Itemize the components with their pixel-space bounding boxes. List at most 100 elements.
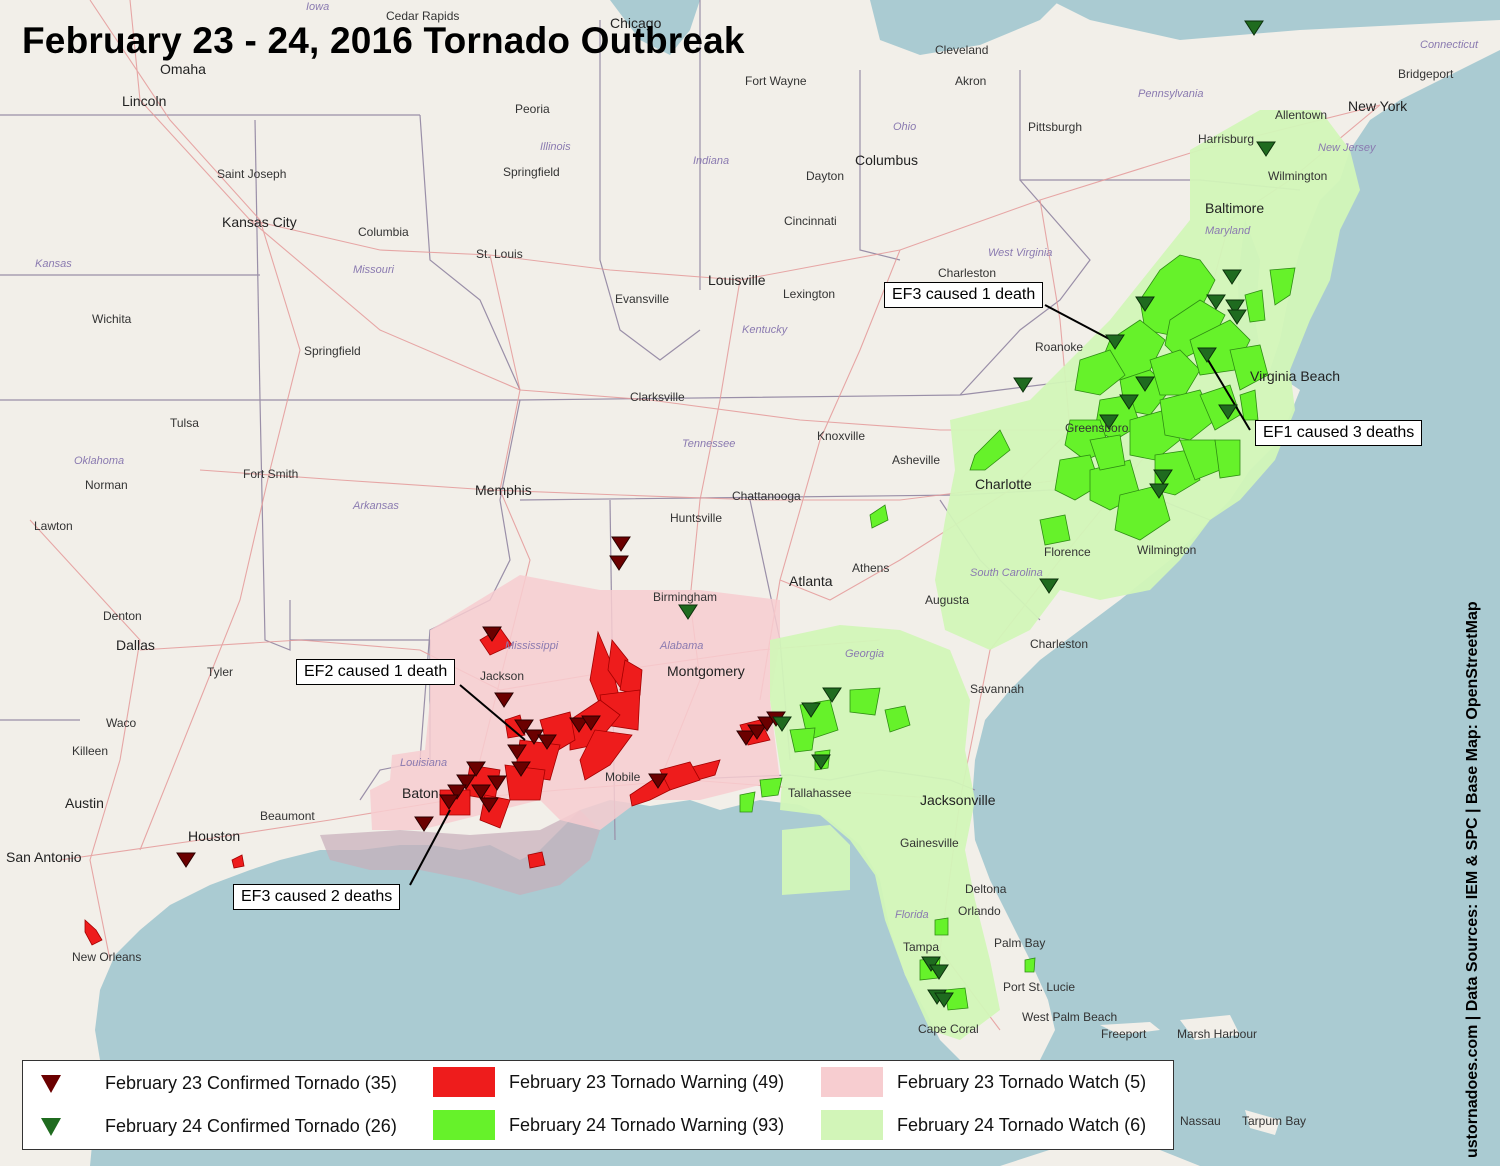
gulf-coast-marsh — [320, 810, 600, 895]
city-label: Evansville — [615, 292, 669, 306]
city-label: Atlanta — [789, 573, 833, 589]
city-label: Omaha — [160, 61, 206, 77]
state-label: Kentucky — [742, 324, 789, 336]
state-label: Oklahoma — [74, 455, 124, 467]
city-label: Lincoln — [122, 93, 166, 109]
feb24-tornado-marker — [678, 604, 698, 620]
state-label: Arkansas — [352, 500, 399, 512]
state-label: Florida — [895, 909, 929, 921]
feb23-tornado-marker — [569, 717, 589, 733]
lake-michigan — [610, 0, 700, 55]
city-label: New York — [1348, 98, 1408, 114]
city-label: Jackson — [480, 669, 524, 683]
callout-leaders — [409, 304, 1251, 886]
state-label: Pennsylvania — [1138, 88, 1203, 100]
city-label: Tampa — [903, 940, 939, 954]
city-label: Houston — [188, 828, 240, 844]
city-label: Killeen — [72, 744, 108, 758]
legend-label: February 23 Confirmed Tornado (35) — [105, 1073, 397, 1093]
city-label: Chicago — [610, 15, 662, 31]
city-label: Tarpum Bay — [1242, 1114, 1306, 1128]
city-label: Knoxville — [817, 429, 865, 443]
feb24-tornado-marker — [822, 687, 842, 703]
city-label: Louisville — [708, 272, 766, 288]
callout-ef2-1-death: EF2 caused 1 death — [296, 659, 456, 685]
feb24-tornado-marker — [934, 992, 954, 1008]
city-label: Wilmington — [1137, 543, 1196, 557]
city-label: Beaumont — [260, 809, 315, 823]
feb23-tornado-icon — [41, 1074, 61, 1093]
feb24-tornado-marker — [1105, 334, 1125, 350]
city-label: Akron — [955, 74, 986, 88]
city-label: Tulsa — [170, 416, 199, 430]
feb24-tornado-marker — [1225, 299, 1245, 315]
feb24-watch-swatch — [821, 1110, 883, 1140]
state-label: Louisiana — [400, 757, 447, 769]
legend-label: February 24 Tornado Warning (93) — [509, 1114, 785, 1135]
city-label: Marsh Harbour — [1177, 1027, 1257, 1041]
feb23-tornado-marker — [736, 730, 756, 746]
city-labels: Chicago Cedar Rapids Omaha Lincoln Peori… — [6, 9, 1454, 1128]
state-label: Connecticut — [1420, 39, 1479, 51]
feb24-warning-swatch — [433, 1110, 495, 1140]
feb24-tornado-marker — [921, 956, 941, 972]
feb23-tornado-marker — [514, 719, 534, 735]
city-label: Denton — [103, 609, 142, 623]
city-label: Columbus — [855, 152, 918, 168]
city-label: Savannah — [970, 682, 1024, 696]
feb23-tornado-marker — [511, 761, 531, 777]
city-label: Cedar Rapids — [386, 9, 459, 23]
feb23-tornado-marker — [482, 626, 502, 642]
city-label: Cincinnati — [784, 214, 837, 228]
city-label: Mobile — [605, 770, 641, 784]
city-label: Orlando — [958, 904, 1001, 918]
city-label: Jacksonville — [920, 792, 996, 808]
legend-item-feb24-tornado: February 24 Confirmed Tornado (26) — [23, 1116, 397, 1137]
city-label: Dayton — [806, 169, 844, 183]
city-label: Chattanooga — [732, 489, 801, 503]
city-label: Roanoke — [1035, 340, 1083, 354]
state-label: Iowa — [306, 1, 329, 13]
city-label: Austin — [65, 795, 104, 811]
feb23-tornado-marker — [524, 729, 544, 745]
callout-ef1-3-deaths: EF1 caused 3 deaths — [1255, 420, 1423, 446]
feb23-tornado-marker — [507, 744, 527, 760]
city-label: Waco — [106, 716, 137, 730]
state-label: Maryland — [1205, 225, 1251, 237]
state-label: Indiana — [693, 155, 729, 167]
feb24-tornado-marker — [801, 702, 821, 718]
feb23-tornado-marker — [456, 774, 476, 790]
feb23-tornado-marker — [747, 724, 767, 740]
feb23-tornado-marker — [757, 716, 777, 732]
city-label: Springfield — [304, 344, 361, 358]
feb24-tornado-marker — [1256, 141, 1276, 157]
feb24-warnings — [739, 254, 1296, 1011]
city-label: Tyler — [207, 665, 233, 679]
map-legend: February 23 Confirmed Tornado (35) Febru… — [22, 1060, 1174, 1150]
feb23-watch-swatch — [821, 1067, 883, 1097]
city-label: Saint Joseph — [217, 167, 286, 181]
city-label: Wilmington — [1268, 169, 1327, 183]
feb24-tornado-marker — [1244, 20, 1264, 36]
feb23-tornado-marker — [494, 692, 514, 708]
city-label: Florence — [1044, 545, 1091, 559]
city-label: Port St. Lucie — [1003, 980, 1075, 994]
state-label: West Virginia — [988, 247, 1052, 259]
feb23-tornado-marker — [414, 816, 434, 832]
city-label: Kansas City — [222, 214, 297, 230]
city-label: Peoria — [515, 102, 550, 116]
feb23-tornado-marker — [479, 797, 499, 813]
city-label: Fort Wayne — [745, 74, 807, 88]
legend-label: February 23 Tornado Watch (5) — [897, 1071, 1147, 1092]
city-label: West Palm Beach — [1022, 1010, 1117, 1024]
city-label: Pittsburgh — [1028, 120, 1082, 134]
state-label: New Jersey — [1318, 142, 1377, 154]
feb24-tornado-marker — [1013, 377, 1033, 393]
feb23-tornado-marker — [487, 775, 507, 791]
city-label: Fort Smith — [243, 467, 298, 481]
feb23-tornado-marker — [648, 773, 668, 789]
feb23-tornado-marker — [439, 794, 459, 810]
